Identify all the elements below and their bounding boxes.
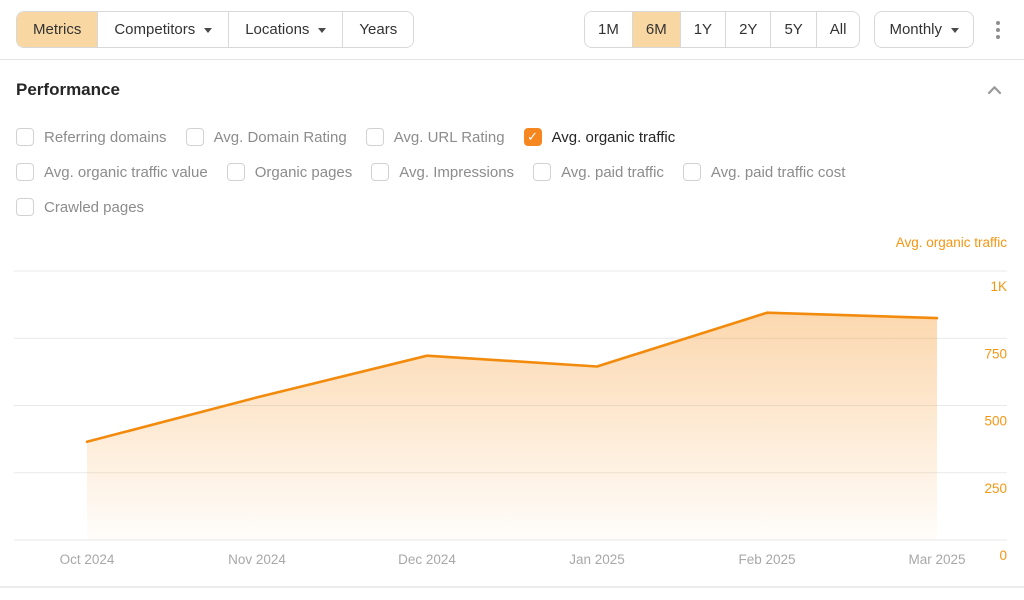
metric-label: Avg. Impressions: [399, 163, 515, 181]
metric-avg-organic-traffic-value[interactable]: Avg. organic traffic value: [16, 163, 208, 181]
metric-referring-domains[interactable]: Referring domains: [16, 128, 167, 146]
section-title: Performance: [16, 80, 120, 99]
range-1m-label: 1M: [598, 21, 619, 38]
tab-locations-label: Locations: [245, 21, 310, 38]
time-range-group: 1M 6M 1Y 2Y 5Y All: [584, 11, 861, 48]
avg-organic-traffic-area-chart: 1K 750 500 250 0 Oct 2024 Nov 2024 Dec 2024 Jan …: [0, 270, 1024, 588]
interval-label: Monthly: [889, 21, 942, 38]
checkbox-checked-icon: [523, 128, 542, 146]
checkbox-icon: [533, 163, 552, 181]
range-2y-button[interactable]: 2Y: [725, 12, 771, 47]
tab-competitors-label: Competitors: [114, 21, 196, 38]
performance-header: Performance: [0, 60, 1024, 100]
metric-avg-url-rating[interactable]: Avg. URL Rating: [365, 128, 505, 146]
checkbox-icon: [16, 198, 34, 216]
chart-legend-label: Avg. organic traffic: [895, 235, 1007, 250]
y-axis-label: 250: [984, 481, 1007, 496]
checkbox-icon: [371, 163, 390, 181]
metric-label: Avg. paid traffic cost: [710, 163, 846, 181]
tab-metrics[interactable]: Metrics: [17, 12, 98, 47]
metric-avg-paid-traffic-cost[interactable]: Avg. paid traffic cost: [682, 163, 846, 181]
range-all-label: All: [829, 21, 847, 38]
toolbar: Metrics Competitors Locations Years 1M 6…: [0, 0, 1024, 60]
chevron-down-icon: [318, 28, 327, 33]
metric-label: Avg. Domain Rating: [213, 128, 347, 146]
y-axis-label: 0: [999, 548, 1007, 563]
view-tabs-group: Metrics Competitors Locations Years: [16, 11, 415, 48]
tab-competitors[interactable]: Competitors: [97, 12, 229, 47]
checkbox-icon: [365, 128, 384, 146]
range-all-button[interactable]: All: [815, 12, 860, 47]
y-axis-label: 1K: [990, 279, 1007, 294]
checkbox-icon: [682, 163, 701, 181]
metric-avg-organic-traffic[interactable]: Avg. organic traffic: [523, 128, 676, 146]
range-1y-button[interactable]: 1Y: [679, 12, 726, 47]
chevron-down-icon: [951, 28, 959, 33]
checkbox-icon: [185, 128, 204, 146]
checkbox-icon: [16, 128, 34, 146]
range-5y-button[interactable]: 5Y: [770, 12, 816, 47]
metric-label: Avg. paid traffic: [561, 163, 664, 181]
metrics-checkbox-grid: Referring domains Avg. Domain Rating Avg…: [0, 100, 1024, 216]
metrics-row: Crawled pages: [16, 198, 1008, 216]
kebab-menu-icon[interactable]: [988, 15, 1008, 45]
metric-label: Organic pages: [254, 163, 353, 181]
metric-label: Avg. URL Rating: [393, 128, 505, 146]
checkbox-icon: [16, 163, 34, 181]
metric-crawled-pages[interactable]: Crawled pages: [16, 198, 144, 216]
x-axis-label: Mar 2025: [908, 552, 965, 567]
metric-avg-impressions[interactable]: Avg. Impressions: [371, 163, 514, 181]
range-2y-label: 2Y: [739, 21, 758, 38]
tab-metrics-label: Metrics: [33, 21, 82, 38]
range-5y-label: 5Y: [784, 21, 803, 38]
metric-avg-paid-traffic[interactable]: Avg. paid traffic: [533, 163, 664, 181]
metrics-row: Referring domains Avg. Domain Rating Avg…: [16, 128, 1008, 146]
chart-line: [85, 311, 939, 444]
metric-label: Avg. organic traffic value: [44, 163, 208, 181]
y-axis-label: 500: [984, 414, 1007, 429]
range-1y-label: 1Y: [693, 21, 713, 38]
x-axis-label: Oct 2024: [60, 552, 115, 567]
tab-years-label: Years: [359, 21, 398, 38]
metric-label: Avg. organic traffic: [551, 128, 676, 146]
tab-years[interactable]: Years: [342, 12, 414, 47]
metric-label: Crawled pages: [44, 198, 145, 216]
range-1m-button[interactable]: 1M: [585, 12, 632, 47]
toolbar-right: 1M 6M 1Y 2Y 5Y All Monthly: [584, 11, 1008, 48]
metric-organic-pages[interactable]: Organic pages: [226, 163, 353, 181]
interval-dropdown[interactable]: Monthly: [874, 11, 974, 48]
y-axis-label: 750: [984, 346, 1007, 361]
x-axis-label: Nov 2024: [228, 552, 286, 567]
collapse-section-button[interactable]: [981, 81, 1008, 99]
range-6m-label: 6M: [645, 21, 667, 38]
x-axis-label: Feb 2025: [738, 552, 795, 567]
chevron-down-icon: [204, 28, 213, 33]
metric-avg-domain-rating[interactable]: Avg. Domain Rating: [185, 128, 347, 146]
metric-label: Referring domains: [44, 128, 167, 146]
tab-locations[interactable]: Locations: [228, 12, 343, 47]
chart-area-fill: [87, 312, 937, 540]
checkbox-icon: [226, 163, 245, 181]
traffic-chart: Avg. organic traffic 1K 750 500 250 0 Oct 202…: [0, 233, 1024, 589]
chevron-up-icon: [987, 86, 1002, 95]
x-axis-label: Dec 2024: [398, 552, 456, 567]
metrics-row: Avg. organic traffic value Organic pages…: [16, 163, 1008, 181]
range-6m-button[interactable]: 6M: [631, 12, 680, 47]
x-axis-label: Jan 2025: [569, 552, 625, 567]
